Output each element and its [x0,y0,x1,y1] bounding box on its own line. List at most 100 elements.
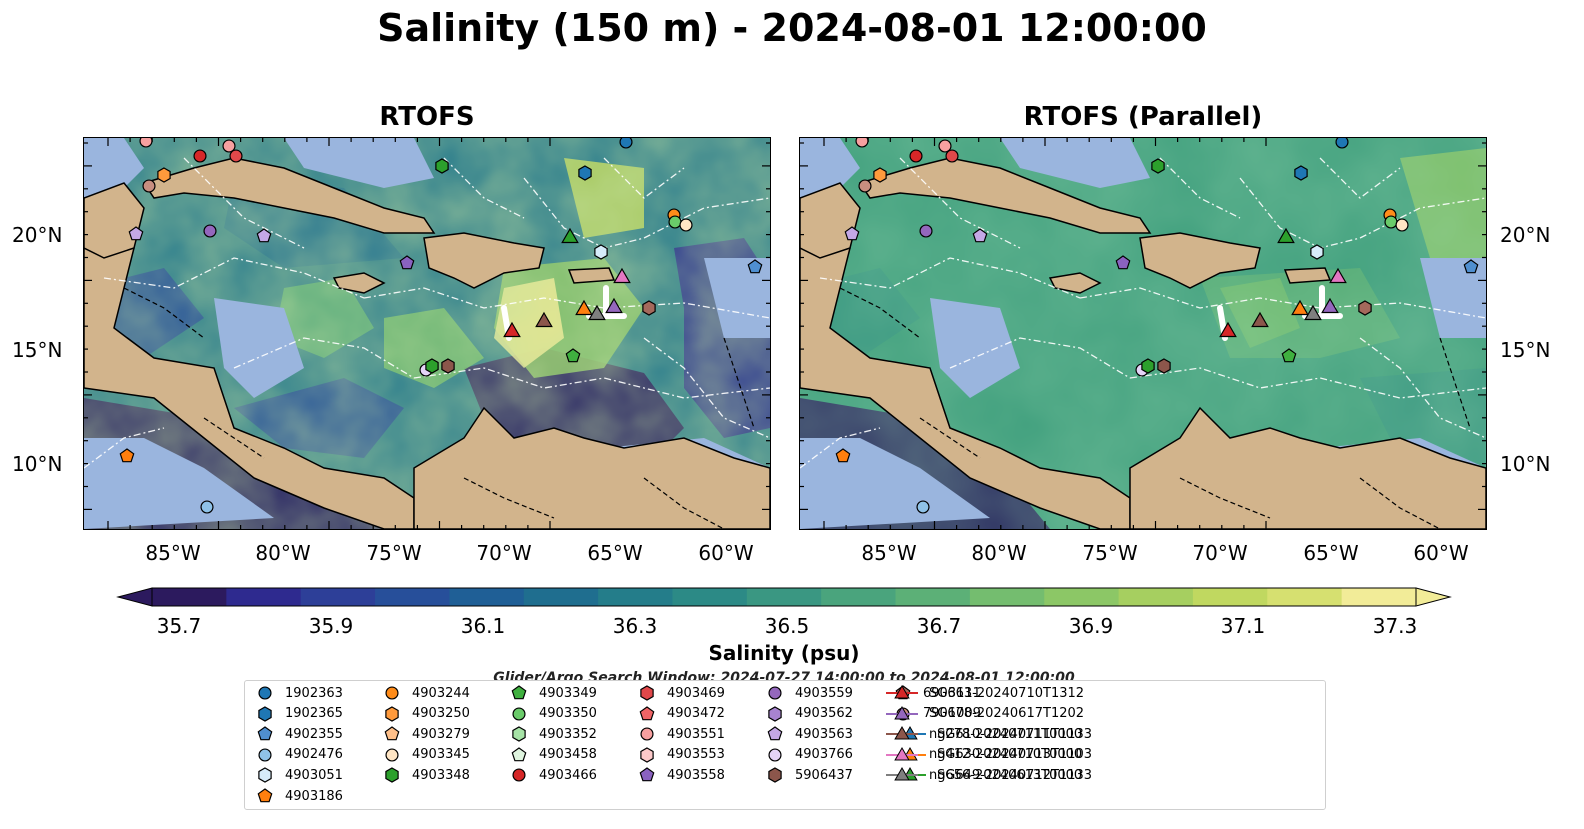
colorbar-extend-high [1415,587,1452,607]
legend-item: 4903553 [637,746,725,764]
legend-label: 4903349 [539,685,597,701]
legend-circle-icon [385,686,399,700]
profile-marker [142,179,156,193]
profile-marker [619,138,633,149]
glider-marker [613,267,631,284]
lon-label-60-right: 60°W [1413,541,1469,565]
glider-marker [1277,227,1295,244]
profile-marker [578,165,592,181]
colorbar [116,587,1452,607]
glider-marker [1304,304,1322,321]
legend-item: 4903352 [509,725,597,743]
continental-shelf [84,138,144,198]
colorbar-segment [152,588,227,606]
legend-label: SG610-20240711T1133 [937,726,1093,742]
legend-swatch [511,747,527,762]
colorbar-tick-label: 35.9 [308,614,354,638]
legend-swatch [768,748,782,762]
map-rtofs[interactable] [83,137,771,530]
legend-pentagon-icon [257,788,273,803]
legend-label: 4903559 [795,685,853,701]
legend-item: 1902365 [255,705,343,723]
legend-item: 4903250 [382,705,470,723]
profile-marker [200,500,214,514]
legend-item: SG663-20240710T1312 [885,684,1084,702]
legend-triangle-icon [894,684,910,699]
profile-marker [1310,244,1324,260]
legend-swatch [257,726,273,741]
continental-shelf [1420,258,1486,338]
lat-label-20-left: 20°N [12,223,63,247]
legend-label: SG663-20240710T1312 [929,685,1085,701]
legend-item: 4903551 [637,725,725,743]
lon-label-80-left: 80°W [255,541,311,565]
legend-label: 4903348 [412,767,470,783]
country-border [203,417,265,459]
legend-item: 4903766 [765,746,853,764]
legend-label: SG630-20240713T1103 [937,747,1093,763]
profile-marker [1294,165,1308,181]
legend-item: ng412-20240710T0000 [885,746,1082,764]
lon-label-85-right: 85°W [861,541,917,565]
legend-item: 4902476 [255,746,343,764]
legend-item: 4902355 [255,725,343,743]
eez-boundary [819,257,1081,299]
colorbar-segment [746,588,822,606]
country-border [839,287,921,339]
legend-item: 1902363 [255,684,343,702]
eez-boundary [363,287,770,319]
profile-marker [916,500,930,514]
legend-circle-icon [768,686,782,700]
lat-label-15-right: 15°N [1500,338,1551,362]
legend-item: 4903472 [637,705,725,723]
cuba-landmass [142,157,436,234]
profile-marker [938,139,952,153]
lon-label-80-right: 80°W [971,541,1027,565]
colorbar-tick-label: 36.3 [612,614,658,638]
legend-hexagon-icon [768,705,782,722]
profile-marker [1335,138,1349,149]
profile-marker [441,358,455,374]
glider-marker [503,321,521,338]
colorbar-extend-low [116,587,153,607]
lat-label-10-right: 10°N [1500,452,1551,476]
continental-shelf [704,258,770,338]
legend-swatch [886,684,918,699]
legend-item: 4903279 [382,725,470,743]
profile-marker [858,179,872,193]
country-border [1179,477,1271,519]
profile-marker [128,226,144,241]
eez-boundary [1129,367,1486,399]
colorbar-segment [523,588,599,606]
lat-label-15-left: 15°N [12,338,63,362]
profile-marker [679,218,693,232]
eez-boundary [949,337,1131,379]
continental-shelf [284,138,434,188]
legend-label: 4903051 [285,767,343,783]
legend-swatch [768,767,782,784]
profile-marker [1358,300,1372,316]
eez-boundary [1239,177,1486,249]
profile-marker [855,138,869,148]
colorbar-label: Salinity (psu) [708,641,860,665]
map-rtofs-parallel[interactable] [799,137,1487,530]
profile-marker [193,149,207,163]
legend-label: 4903244 [412,685,470,701]
eez-boundary [603,157,685,199]
puerto-rico-landmass [567,267,616,284]
legend-circle-icon [385,748,399,762]
yucatan-landmass [84,182,145,259]
legend-label: SG678-20240617T1202 [929,706,1085,722]
jamaica-landmass [1048,272,1102,294]
colorbar-segment [821,588,897,606]
colorbar-tick-label: 35.7 [156,614,202,638]
legend-label: 1902363 [285,685,343,701]
lon-label-75-right: 75°W [1082,541,1138,565]
right-panel-title: RTOFS (Parallel) [1023,102,1263,132]
legend-circle-icon [258,748,272,762]
legend-swatch [640,747,654,763]
legend-pentagon-icon [511,747,527,762]
continental-shelf [930,298,1020,398]
profile-marker [835,448,851,463]
legend-swatch [512,768,526,782]
